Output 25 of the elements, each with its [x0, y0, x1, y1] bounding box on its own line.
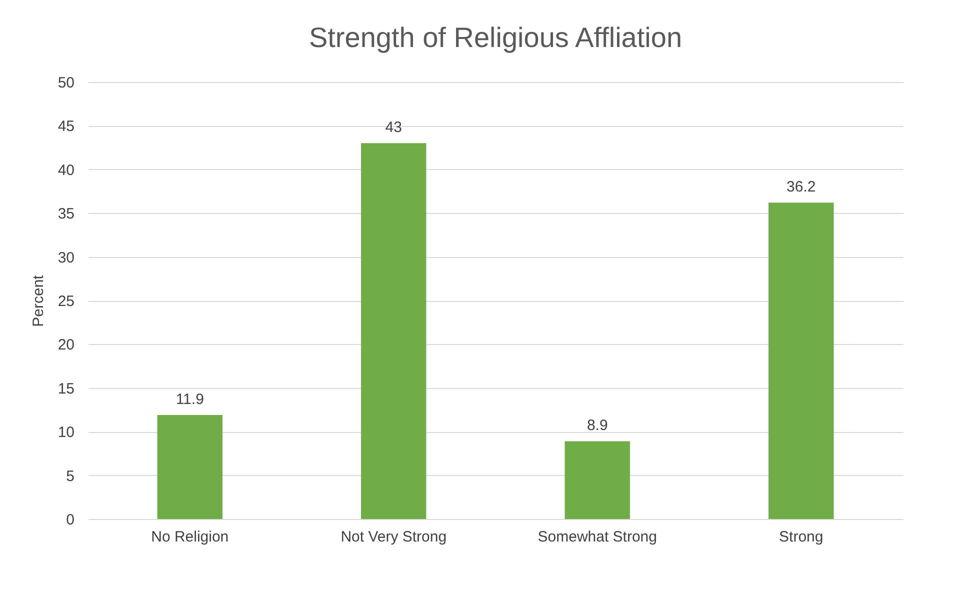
bar	[361, 143, 426, 519]
bar	[157, 414, 222, 519]
x-tick-label: Somewhat Strong	[538, 528, 657, 546]
data-label: 11.9	[176, 390, 204, 408]
y-tick-label: 50	[58, 74, 74, 92]
y-tick-label: 5	[66, 468, 74, 485]
y-tick-label: 0	[66, 512, 74, 528]
bar	[768, 202, 834, 519]
y-tick-label: 35	[58, 206, 74, 223]
bar	[564, 441, 630, 519]
y-tick-label: 30	[58, 249, 74, 266]
chart-title: Strength of Religious Affliation	[308, 22, 682, 53]
x-tick-label: Strong	[779, 528, 824, 546]
data-label: 36.2	[786, 178, 816, 196]
x-tick-label: Not Very Strong	[340, 528, 447, 546]
y-axis-title: Percent	[30, 274, 47, 327]
y-tick-label: 45	[58, 118, 74, 136]
x-tick-label: No Religion	[151, 528, 229, 546]
y-tick-label: 10	[58, 424, 74, 442]
y-tick-label: 25	[58, 293, 74, 310]
data-label: 43	[385, 119, 402, 136]
data-label: 8.9	[586, 417, 608, 434]
y-tick-label: 15	[58, 380, 74, 398]
y-tick-label: 40	[58, 162, 74, 179]
y-tick-label: 20	[58, 336, 74, 354]
